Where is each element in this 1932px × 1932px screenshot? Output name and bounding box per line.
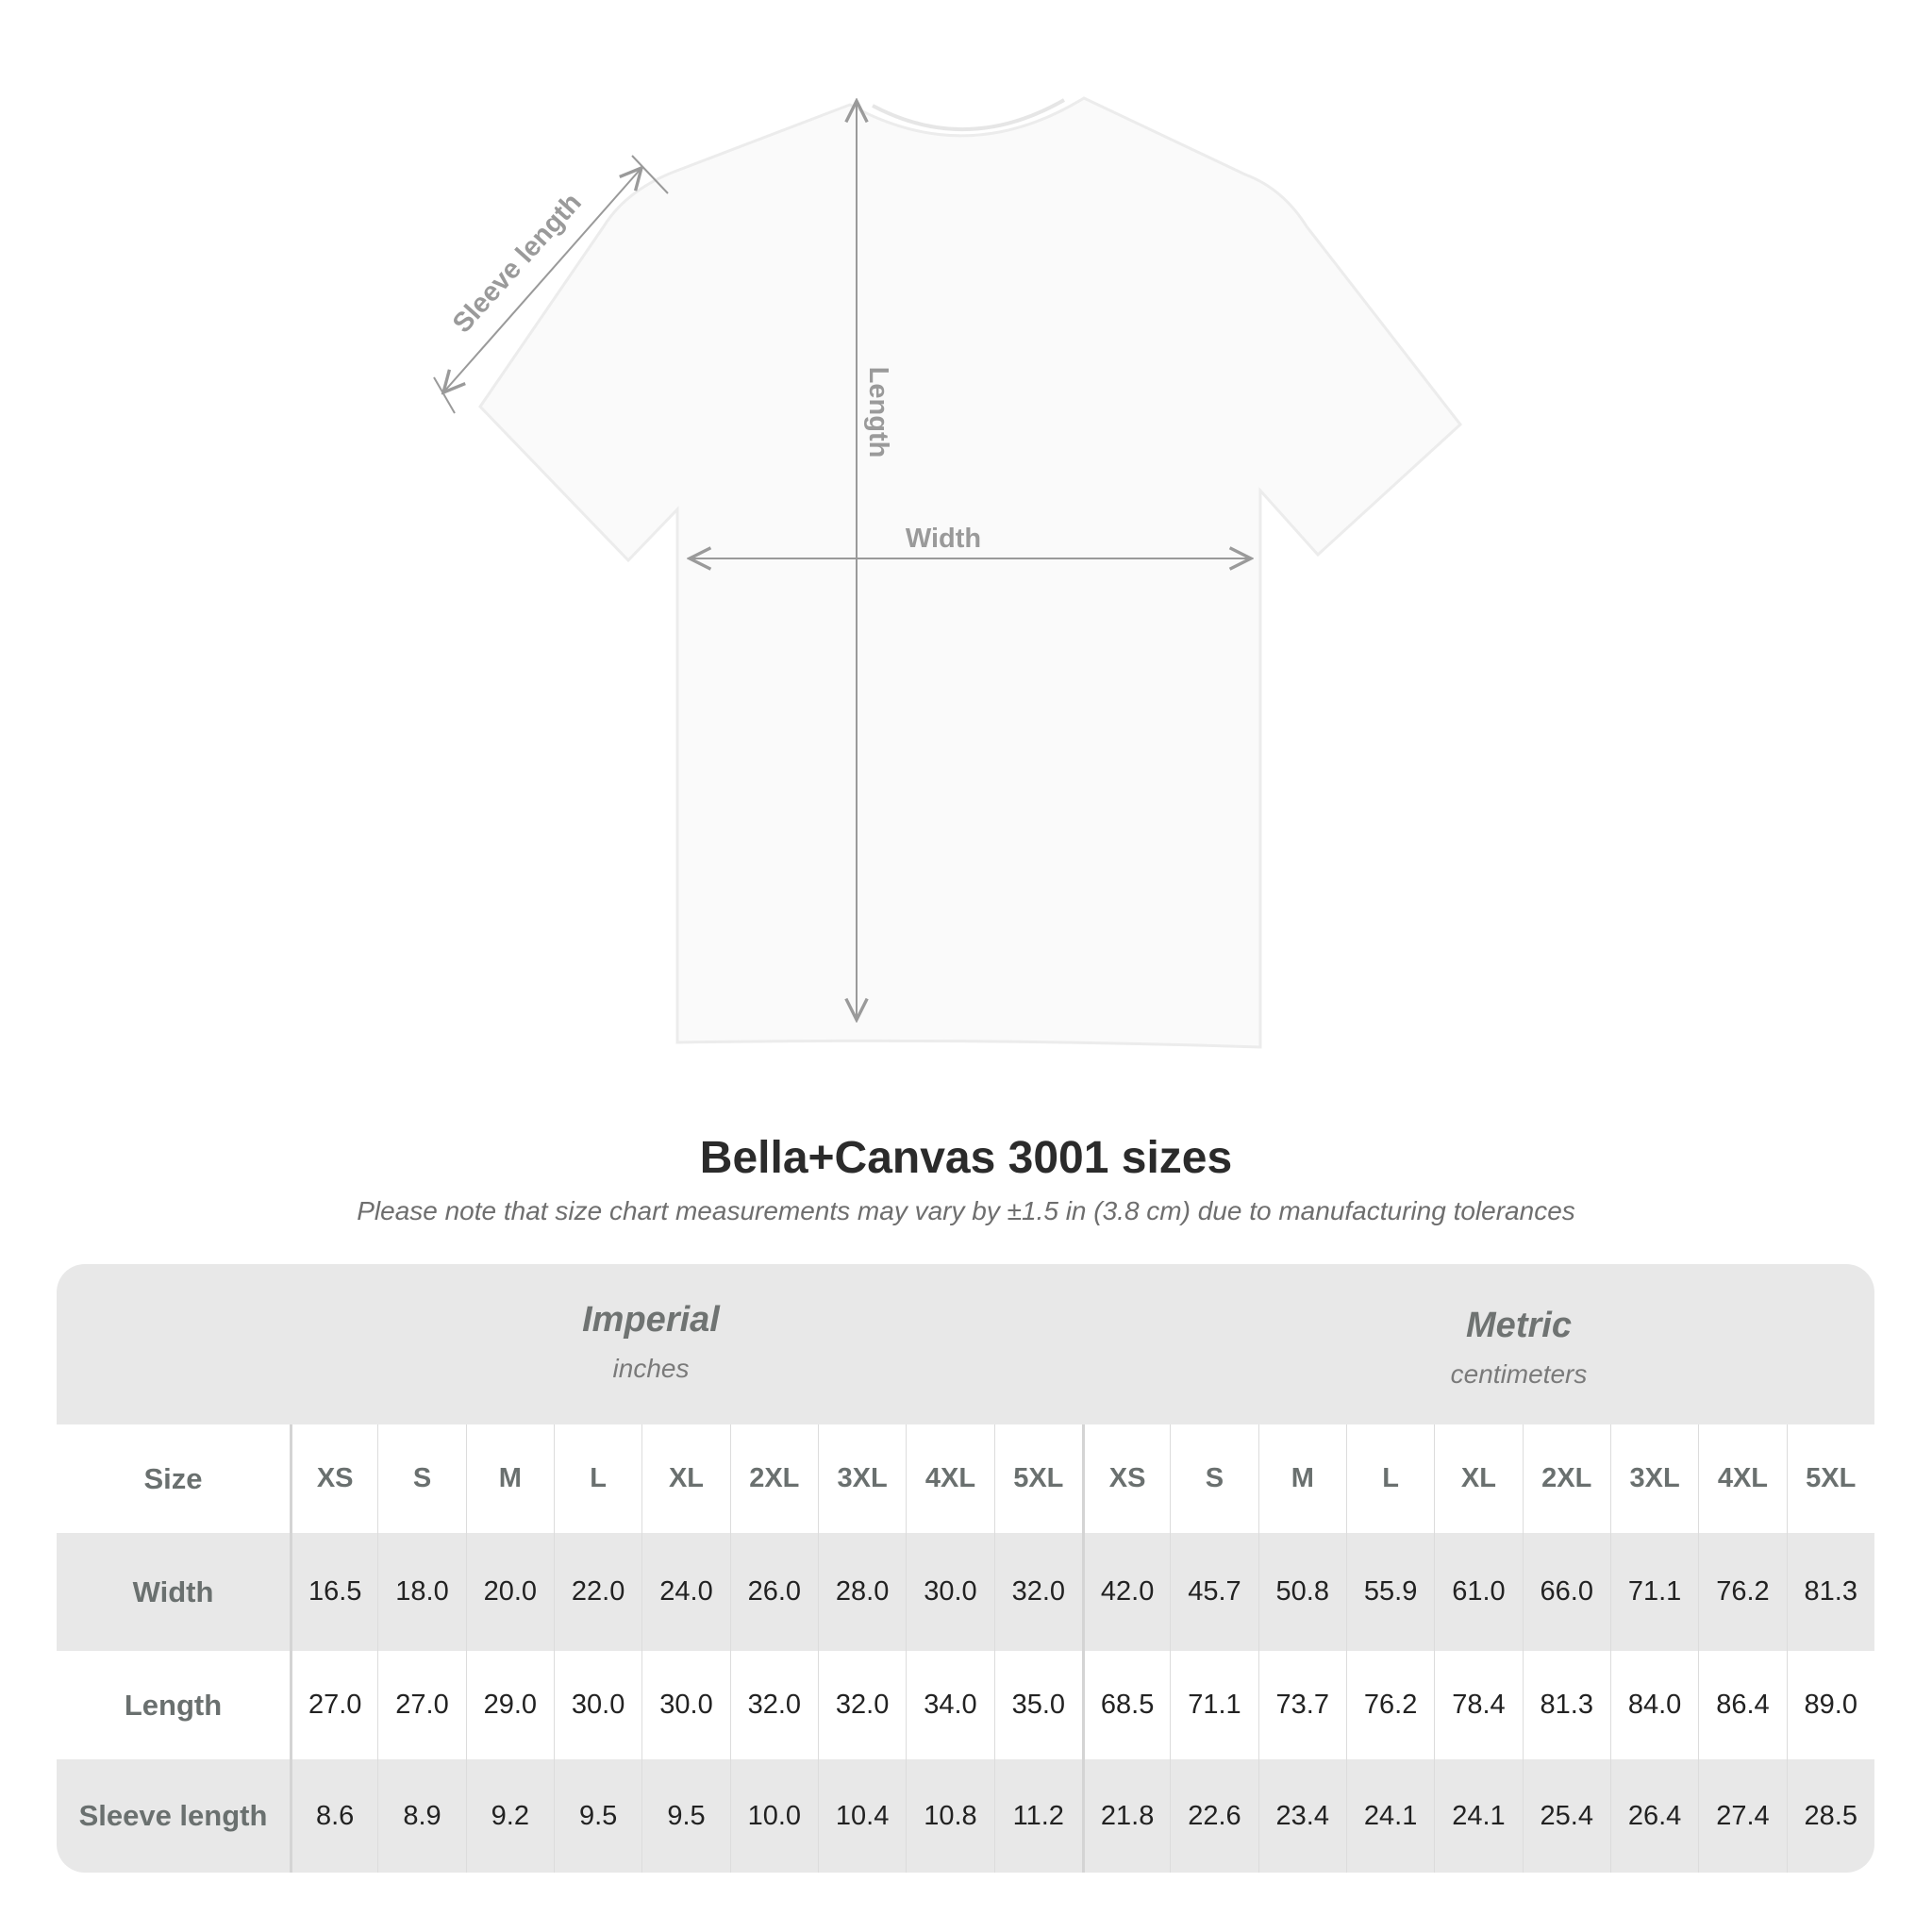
tshirt-diagram: Sleeve length Length Width <box>433 96 1463 1049</box>
metric-value-cell: 21.8 <box>1081 1759 1170 1873</box>
table-row: Width 16.5 18.0 20.0 22.0 24.0 26.0 28.0 30.0 32.… <box>57 1533 1874 1651</box>
imperial-value-cell: 30.0 <box>553 1651 641 1759</box>
imperial-value-cell: 28.0 <box>817 1533 906 1651</box>
metric-value-cell: 26.4 <box>1609 1759 1698 1873</box>
imperial-size-header: 5XL <box>993 1424 1082 1533</box>
metric-value-cell: 22.6 <box>1170 1759 1257 1873</box>
table-row: Sleeve length 8.6 8.9 9.2 9.5 9.5 10.0 10.4 10.8… <box>57 1759 1874 1873</box>
unit-header-band <box>57 1264 1874 1424</box>
imperial-size-header: M <box>465 1424 554 1533</box>
metric-size-header: M <box>1257 1424 1346 1533</box>
imperial-value-cell: 9.5 <box>553 1759 641 1873</box>
metric-value-cell: 81.3 <box>1522 1651 1610 1759</box>
size-header-row: Size XS S M L XL 2XL 3XL 4XL 5XL XS S M L XL 2XL 3XL 4XL 5… <box>57 1424 1874 1533</box>
metric-value-cell: 42.0 <box>1081 1533 1170 1651</box>
metric-value-cell: 86.4 <box>1698 1651 1786 1759</box>
metric-size-header: 3XL <box>1609 1424 1698 1533</box>
size-label: Size <box>143 1461 203 1495</box>
metric-value-cell: 76.2 <box>1345 1651 1434 1759</box>
imperial-size-header: 4XL <box>906 1424 993 1533</box>
metric-value-cell: 25.4 <box>1522 1759 1610 1873</box>
metric-value-cell: 76.2 <box>1698 1533 1786 1651</box>
imperial-unit: inches <box>612 1354 690 1383</box>
imperial-value-cell: 9.5 <box>641 1759 729 1873</box>
metric-size-header: 4XL <box>1698 1424 1786 1533</box>
sleeve-measure-line <box>443 168 641 392</box>
metric-value-cell: 89.0 <box>1786 1651 1874 1759</box>
imperial-value-cell: 8.9 <box>377 1759 465 1873</box>
imperial-value-cell: 30.0 <box>906 1533 993 1651</box>
imperial-group-header: Imperial inches <box>368 1300 934 1384</box>
imperial-value-cell: 27.0 <box>290 1651 377 1759</box>
imperial-value-cell: 10.0 <box>729 1759 818 1873</box>
metric-size-header: S <box>1170 1424 1257 1533</box>
imperial-value-cell: 34.0 <box>906 1651 993 1759</box>
imperial-heading: Imperial <box>582 1300 720 1340</box>
imperial-value-cell: 22.0 <box>553 1533 641 1651</box>
tshirt-shape <box>478 96 1463 1049</box>
imperial-size-header: L <box>553 1424 641 1533</box>
imperial-size-header: XL <box>641 1424 729 1533</box>
metric-value-cell: 71.1 <box>1170 1651 1257 1759</box>
metric-value-cell: 23.4 <box>1257 1759 1346 1873</box>
imperial-value-cell: 18.0 <box>377 1533 465 1651</box>
imperial-size-header: 3XL <box>817 1424 906 1533</box>
imperial-size-header: 2XL <box>729 1424 818 1533</box>
imperial-value-cell: 10.8 <box>906 1759 993 1873</box>
metric-value-cell: 24.1 <box>1434 1759 1522 1873</box>
metric-heading: Metric <box>1466 1306 1572 1345</box>
page-title: Bella+Canvas 3001 sizes <box>699 1133 1233 1183</box>
metric-value-cell: 81.3 <box>1786 1533 1874 1651</box>
metric-size-header: XS <box>1081 1424 1170 1533</box>
imperial-value-cell: 26.0 <box>729 1533 818 1651</box>
row-label: Sleeve length <box>78 1799 268 1832</box>
metric-value-cell: 78.4 <box>1434 1651 1522 1759</box>
metric-size-header: L <box>1345 1424 1434 1533</box>
metric-value-cell: 61.0 <box>1434 1533 1522 1651</box>
row-label: Length <box>124 1688 223 1722</box>
metric-value-cell: 66.0 <box>1522 1533 1610 1651</box>
length-label: Length <box>863 367 893 458</box>
metric-value-cell: 24.1 <box>1345 1759 1434 1873</box>
size-chart-table: Imperial inches Metric centimeters Size X… <box>57 1264 1874 1873</box>
metric-size-header: XL <box>1434 1424 1522 1533</box>
metric-value-cell: 55.9 <box>1345 1533 1434 1651</box>
imperial-value-cell: 8.6 <box>290 1759 377 1873</box>
imperial-size-header: S <box>377 1424 465 1533</box>
imperial-value-cell: 30.0 <box>641 1651 729 1759</box>
metric-size-header: 2XL <box>1522 1424 1610 1533</box>
metric-unit: centimeters <box>1450 1359 1588 1389</box>
metric-value-cell: 27.4 <box>1698 1759 1786 1873</box>
metric-value-cell: 50.8 <box>1257 1533 1346 1651</box>
imperial-value-cell: 27.0 <box>377 1651 465 1759</box>
metric-value-cell: 73.7 <box>1257 1651 1346 1759</box>
imperial-size-header: XS <box>290 1424 377 1533</box>
imperial-value-cell: 32.0 <box>993 1533 1082 1651</box>
row-label: Width <box>132 1574 214 1608</box>
metric-group-header: Metric centimeters <box>1236 1306 1802 1390</box>
imperial-value-cell: 32.0 <box>729 1651 818 1759</box>
imperial-value-cell: 29.0 <box>465 1651 554 1759</box>
tolerance-note: Please note that size chart measurements… <box>357 1196 1575 1225</box>
imperial-value-cell: 16.5 <box>290 1533 377 1651</box>
metric-value-cell: 71.1 <box>1609 1533 1698 1651</box>
imperial-value-cell: 10.4 <box>817 1759 906 1873</box>
metric-size-header: 5XL <box>1786 1424 1874 1533</box>
imperial-value-cell: 32.0 <box>817 1651 906 1759</box>
metric-value-cell: 68.5 <box>1081 1651 1170 1759</box>
table-row: Length 27.0 27.0 29.0 30.0 30.0 32.0 32.0 34.0 35… <box>57 1651 1874 1759</box>
imperial-value-cell: 9.2 <box>465 1759 554 1873</box>
metric-value-cell: 84.0 <box>1609 1651 1698 1759</box>
imperial-value-cell: 24.0 <box>641 1533 729 1651</box>
imperial-value-cell: 11.2 <box>993 1759 1082 1873</box>
imperial-value-cell: 35.0 <box>993 1651 1082 1759</box>
metric-value-cell: 28.5 <box>1786 1759 1874 1873</box>
metric-value-cell: 45.7 <box>1170 1533 1257 1651</box>
imperial-value-cell: 20.0 <box>465 1533 554 1651</box>
width-label: Width <box>906 524 981 554</box>
